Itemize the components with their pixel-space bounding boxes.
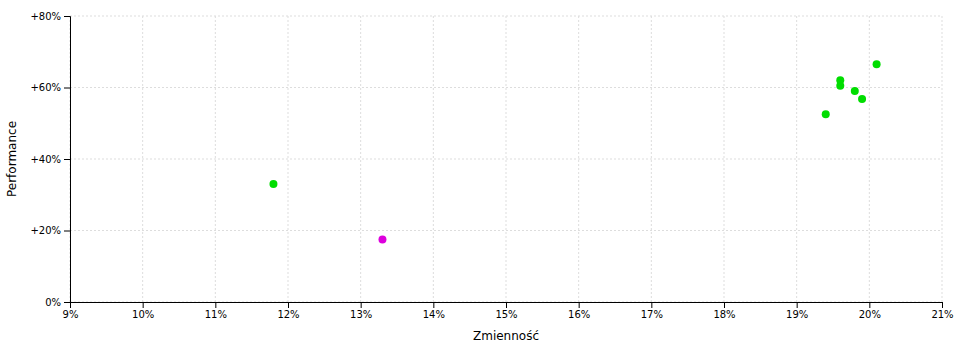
tick: 21% [931,302,953,320]
point [378,235,386,243]
tick-mark [433,302,434,308]
tick-mark [64,231,70,232]
tick-label: 16% [568,309,590,320]
tick-label: 21% [931,309,953,320]
tick-label: +60% [30,82,61,93]
tick: +80% [30,11,70,22]
tick-label: 20% [859,309,881,320]
x-axis-title: Zmienność [473,329,539,343]
tick-label: 11% [205,309,227,320]
plot: 9% 10% 11% 12% 13% 14% 15% 16% 17% 18% 19% 20% 21% 0%… [30,11,953,320]
point [269,180,277,188]
tick-label: 9% [63,309,79,320]
tick-mark [64,302,70,303]
tick-label: 17% [641,309,663,320]
tick-mark [64,16,70,17]
tick-mark [64,159,70,160]
chart: 9% 10% 11% 12% 13% 14% 15% 16% 17% 18% 19% 20% 21% 0%… [0,0,966,350]
tick: 14% [423,302,445,320]
axis-line [71,303,943,309]
tick-label: 12% [277,309,299,320]
tick: 10% [132,302,154,320]
grid-line [70,230,942,231]
tick-label: 0% [45,297,61,308]
tick: 0% [45,297,70,308]
tick: 17% [641,302,663,320]
tick-label: 14% [423,309,445,320]
tick-label: +40% [30,154,61,165]
point [873,60,881,68]
grid-line [433,16,434,302]
tick: +20% [30,225,70,236]
tick-mark [797,302,798,308]
tick-label: +80% [30,11,61,22]
tick-mark [143,302,144,308]
point [851,87,859,95]
points [269,60,880,243]
tick-mark [579,302,580,308]
x-axis: 9% 10% 11% 12% 13% 14% 15% 16% 17% 18% 19% 20% 21% [63,302,954,320]
tick: 15% [495,302,517,320]
tick: 11% [205,302,227,320]
tick-mark [215,302,216,308]
y-axis: 0% +20% +40% +60% +80% [30,11,70,308]
tick-mark [64,88,70,89]
grid-line [869,16,870,302]
tick-label: +20% [30,225,61,236]
tick: 13% [350,302,372,320]
axis-line [64,17,71,303]
tick: 18% [713,302,735,320]
tick-label: 10% [132,309,154,320]
grid-line [796,16,797,302]
tick: 16% [568,302,590,320]
grid-line [70,159,942,160]
tick: +60% [30,82,70,93]
tick-label: 15% [495,309,517,320]
tick-mark [288,302,289,308]
grid-line [70,16,942,17]
tick-label: 19% [786,309,808,320]
tick-mark [651,302,652,308]
tick: +40% [30,154,70,165]
tick: 12% [277,302,299,320]
grid-line [70,87,942,88]
point [822,110,830,118]
tick-label: 18% [713,309,735,320]
point [858,95,866,103]
tick-mark [869,302,870,308]
grid-line [360,16,361,302]
tick-mark [724,302,725,308]
tick: 20% [859,302,881,320]
tick-mark [942,302,943,308]
tick-mark [506,302,507,308]
point [836,82,844,90]
y-axis-title: Performance [5,121,19,197]
tick: 9% [63,302,79,320]
grid [70,16,942,302]
tick: 19% [786,302,808,320]
tick-label: 13% [350,309,372,320]
tick-mark [361,302,362,308]
